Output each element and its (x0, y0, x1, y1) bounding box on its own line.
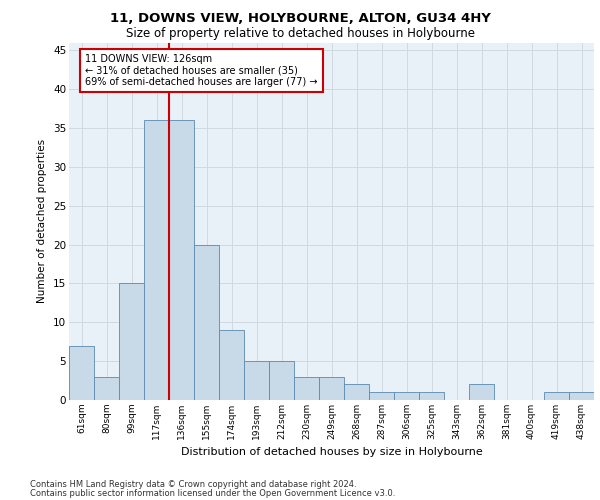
Bar (94, 376, 119, 400)
Bar (369, 392, 394, 400)
Text: Contains HM Land Registry data © Crown copyright and database right 2024.: Contains HM Land Registry data © Crown c… (30, 480, 356, 489)
Bar (544, 392, 569, 400)
Text: Size of property relative to detached houses in Holybourne: Size of property relative to detached ho… (125, 28, 475, 40)
X-axis label: Distribution of detached houses by size in Holybourne: Distribution of detached houses by size … (181, 448, 482, 458)
Bar (119, 284, 144, 400)
Bar (394, 392, 419, 400)
Text: 11 DOWNS VIEW: 126sqm
← 31% of detached houses are smaller (35)
69% of semi-deta: 11 DOWNS VIEW: 126sqm ← 31% of detached … (85, 54, 318, 88)
Bar (69, 346, 94, 400)
Bar (269, 361, 294, 400)
Y-axis label: Number of detached properties: Number of detached properties (37, 139, 47, 304)
Bar (194, 244, 219, 400)
Bar (469, 384, 494, 400)
Text: 11, DOWNS VIEW, HOLYBOURNE, ALTON, GU34 4HY: 11, DOWNS VIEW, HOLYBOURNE, ALTON, GU34 … (110, 12, 490, 26)
Bar (144, 120, 169, 400)
Bar (169, 120, 194, 400)
Text: Contains public sector information licensed under the Open Government Licence v3: Contains public sector information licen… (30, 489, 395, 498)
Bar (319, 376, 344, 400)
Bar (219, 330, 244, 400)
Bar (419, 392, 444, 400)
Bar (344, 384, 369, 400)
Bar (294, 376, 319, 400)
Bar (244, 361, 269, 400)
Bar (569, 392, 594, 400)
